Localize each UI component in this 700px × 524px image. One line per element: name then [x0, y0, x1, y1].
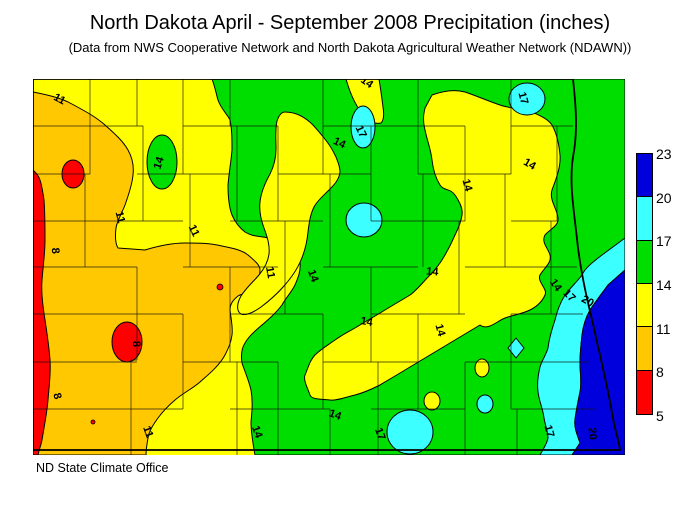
- contour-label: 17: [372, 426, 387, 442]
- contour-label: 17: [542, 424, 557, 439]
- color-scale-legend: 23 20 17 14 11 8 5: [636, 147, 696, 423]
- contour-label: 8: [130, 341, 142, 348]
- contour-label: 8: [50, 392, 63, 401]
- fill-cyan-blob-small-se: [476, 394, 494, 414]
- contour-label: 11: [51, 91, 67, 107]
- fill-cyan-blob-center-top: [350, 105, 376, 149]
- fill-cyan-blob-center: [345, 202, 383, 238]
- legend-tick-label: 23: [656, 146, 672, 162]
- contour-label: 8: [49, 247, 61, 254]
- contour-label: 11: [113, 210, 128, 224]
- contour-label: 14: [359, 315, 374, 329]
- contour-label: 14: [249, 424, 265, 440]
- contour-label: 14: [433, 323, 448, 339]
- contour-label: 14: [305, 268, 321, 284]
- legend-swatch: [637, 283, 652, 328]
- legend-swatch: [637, 370, 652, 414]
- precipitation-map: 11 14 11 8 11 11 14 8 8 11 14 14 14 17 14 17 14 17 14 14 14 1…: [33, 79, 625, 455]
- state-border: [33, 79, 621, 451]
- legend-tick-label: 5: [656, 408, 664, 424]
- contour-label: 14: [331, 135, 348, 151]
- fill-red-dot-center: [216, 283, 224, 291]
- contour-label: 11: [140, 424, 155, 439]
- fill-cyan-blob-bottom: [386, 409, 434, 455]
- contour-label: 14: [152, 155, 167, 171]
- county-boundaries: [33, 79, 595, 455]
- contour-label: 20: [579, 293, 596, 310]
- fill-cyan-blob-ne: [508, 82, 546, 116]
- legend-tick-label: 17: [656, 233, 672, 250]
- legend-swatch: [637, 240, 652, 284]
- legend-tick-labels: 23 20 17 14 11 8 5: [656, 147, 692, 423]
- fill-red-strip-west: [33, 169, 51, 455]
- page-title: North Dakota April - September 2008 Prec…: [89, 12, 611, 34]
- contour-label: 14: [460, 178, 475, 194]
- contour-label: 11: [263, 266, 277, 280]
- legend-tick-label: 8: [656, 364, 664, 381]
- contour-label: 11: [186, 223, 202, 239]
- fill-yellow-dot-1: [423, 391, 441, 411]
- legend-swatch: [637, 327, 652, 371]
- fill-green-blob-nw: [146, 134, 178, 190]
- contour-label: 14: [327, 407, 343, 423]
- legend-tick-label: 14: [656, 277, 672, 293]
- contour-label: 17: [353, 124, 369, 140]
- contour-label: 14: [426, 266, 440, 279]
- legend-swatch: [637, 197, 652, 241]
- legend-tick-label: 11: [656, 320, 671, 337]
- legend-swatch: [637, 154, 652, 198]
- fill-yellow-dot-2: [474, 358, 490, 378]
- fill-red-dot-south: [90, 419, 96, 425]
- contour-label: 20: [585, 427, 598, 440]
- contour-label: 17: [516, 91, 531, 106]
- legend-color-bar: [636, 153, 653, 415]
- footer-credit: ND State Climate Office: [36, 461, 169, 475]
- legend-tick-label: 20: [656, 189, 672, 206]
- page-subtitle: (Data from NWS Cooperative Network and N…: [68, 40, 632, 55]
